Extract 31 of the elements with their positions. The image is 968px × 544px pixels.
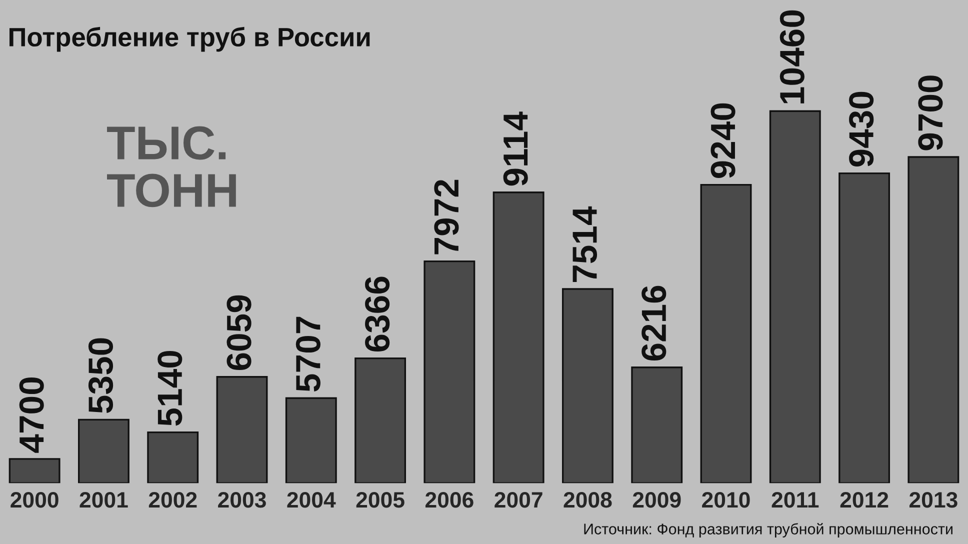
data-label: 4700 bbox=[19, 378, 44, 453]
text: Потребление труб в России bbox=[10, 26, 370, 52]
x-tick-label: 2001 bbox=[80, 492, 128, 508]
x-tick-label: 2008 bbox=[564, 492, 612, 508]
x-tick-label: 2012 bbox=[840, 492, 888, 508]
x-tick-label: 2006 bbox=[425, 492, 474, 508]
data-label: 9240 bbox=[710, 103, 736, 178]
data-label: 9114 bbox=[503, 112, 528, 186]
x-tick-label: 2002 bbox=[148, 492, 197, 508]
x-tick-label: 2003 bbox=[218, 492, 266, 508]
data-label: 6059 bbox=[226, 295, 252, 370]
x-tick-label: 2010 bbox=[702, 492, 750, 508]
x-tick-label: 2000 bbox=[10, 492, 58, 508]
data-label: 5707 bbox=[296, 316, 320, 392]
x-tick-label: 2009 bbox=[632, 492, 681, 508]
x-tick-label: 2011 bbox=[772, 492, 819, 508]
x-tick-label: 2005 bbox=[356, 492, 404, 508]
x-tick-label: 2013 bbox=[909, 492, 958, 508]
data-label: 10460 bbox=[780, 10, 804, 104]
data-label: 9700 bbox=[918, 76, 943, 150]
data-label: 6216 bbox=[642, 286, 666, 361]
data-label: 7972 bbox=[434, 180, 459, 254]
data-label: 5350 bbox=[88, 338, 114, 414]
data-label: 6366 bbox=[365, 276, 390, 352]
x-tick-label: 2004 bbox=[287, 492, 336, 508]
data-label: 9430 bbox=[849, 92, 874, 167]
data-label: 5140 bbox=[158, 350, 182, 426]
text: Источник: Фонд развития трубной промышленности bbox=[584, 522, 952, 538]
x-tick-label: 2007 bbox=[494, 492, 542, 508]
data-label: 7514 bbox=[572, 206, 598, 282]
text: ТЫС. ТОНН bbox=[107, 126, 236, 208]
